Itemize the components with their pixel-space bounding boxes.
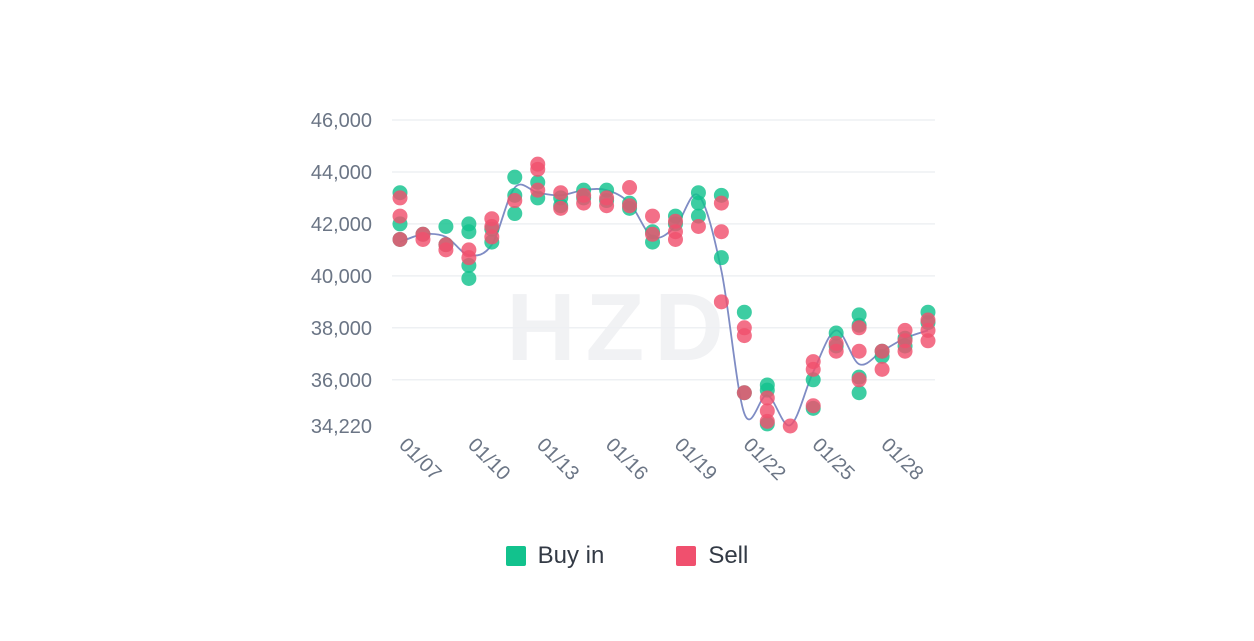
sell-point: [759, 403, 775, 419]
sell-point: [645, 226, 661, 242]
sell-point: [828, 343, 844, 359]
sell-point: [690, 219, 706, 235]
y-tick-label: 38,000: [311, 318, 372, 340]
sell-point: [415, 231, 431, 247]
sell-point: [897, 343, 913, 359]
sell-point: [507, 193, 523, 209]
buy-in-point: [690, 185, 706, 201]
buy-in-point: [690, 195, 706, 211]
y-tick-label: 36,000: [311, 370, 372, 392]
sell-point: [713, 294, 729, 310]
sell-point: [530, 161, 546, 177]
data-points: [392, 156, 936, 434]
sell-point: [897, 333, 913, 349]
sell-point: [851, 372, 867, 388]
sell-point: [874, 361, 890, 377]
sell-point: [530, 182, 546, 198]
sell-point: [599, 198, 615, 214]
sell-point: [392, 208, 408, 224]
sell-point: [874, 343, 890, 359]
y-tick-label: 34,220: [311, 416, 372, 438]
buy-in-point: [690, 208, 706, 224]
x-tick-label: 01/10: [463, 434, 514, 485]
grid-lines: [392, 119, 935, 381]
sell-point: [805, 361, 821, 377]
sell-point: [645, 208, 661, 224]
sell-point: [782, 418, 798, 434]
buy-in-point: [805, 372, 821, 388]
x-tick-label: 01/22: [739, 434, 790, 485]
legend-item-buy-in[interactable]: Buy in: [505, 542, 605, 570]
sell-point: [713, 195, 729, 211]
buy-in-point: [461, 224, 477, 240]
sell-point: [553, 185, 569, 201]
x-axis-ticks: 01/07 01/10 01/13 01/16 01/19 01/22 01/25 01/28: [394, 434, 927, 485]
sell-point: [438, 242, 454, 258]
sell-point: [851, 320, 867, 336]
sell-point: [920, 333, 936, 349]
y-axis-ticks: 46,000 44,000 42,000 40,000 38,000 36,000 34,2…: [311, 110, 372, 438]
sell-point: [851, 343, 867, 359]
sell-point: [392, 231, 408, 247]
y-tick-label: 44,000: [311, 162, 372, 184]
sell-swatch: [676, 546, 697, 566]
x-tick-label: 01/07: [394, 434, 445, 485]
sell-point: [759, 413, 775, 429]
x-tick-label: 01/13: [532, 434, 583, 485]
sell-point: [713, 224, 729, 240]
y-tick-label: 40,000: [311, 266, 372, 288]
buy-in-point: [828, 325, 844, 341]
sell-point: [920, 312, 936, 328]
x-tick-label: 01/25: [808, 434, 859, 485]
buy-in-point: [736, 304, 752, 320]
legend-label-sell: Sell: [708, 542, 749, 569]
sell-point: [461, 250, 477, 266]
buy-in-swatch: [505, 546, 526, 566]
sell-point: [622, 198, 638, 214]
y-tick-label: 46,000: [311, 110, 372, 132]
legend-item-sell[interactable]: Sell: [676, 542, 748, 570]
sell-point: [736, 385, 752, 401]
buy-in-point: [507, 206, 523, 222]
sell-point: [392, 190, 408, 206]
x-tick-label: 01/28: [877, 434, 928, 485]
y-tick-label: 42,000: [311, 214, 372, 236]
x-tick-label: 01/19: [670, 434, 721, 485]
sell-point: [897, 322, 913, 338]
buy-in-point: [851, 307, 867, 323]
sell-point: [667, 213, 683, 229]
sell-point: [622, 180, 638, 196]
sell-point: [484, 219, 500, 235]
sell-point: [805, 398, 821, 414]
x-tick-label: 01/16: [601, 434, 652, 485]
buy-in-point: [507, 169, 523, 185]
buy-in-point: [438, 219, 454, 235]
legend-label-buy-in: Buy in: [537, 542, 605, 569]
buy-in-point: [461, 270, 477, 286]
buy-in-point: [713, 250, 729, 266]
legend: Buy in Sell: [0, 540, 1254, 572]
price-scatter-chart: HZD 46,00044,00042,00040,00038,00036,000…: [311, 110, 936, 485]
sell-point: [759, 390, 775, 406]
buy-in-point: [851, 385, 867, 401]
sell-point: [484, 229, 500, 245]
sell-point: [667, 231, 683, 247]
sell-point: [920, 322, 936, 338]
sell-point: [553, 200, 569, 216]
sell-point: [736, 328, 752, 344]
sell-point: [576, 195, 592, 211]
